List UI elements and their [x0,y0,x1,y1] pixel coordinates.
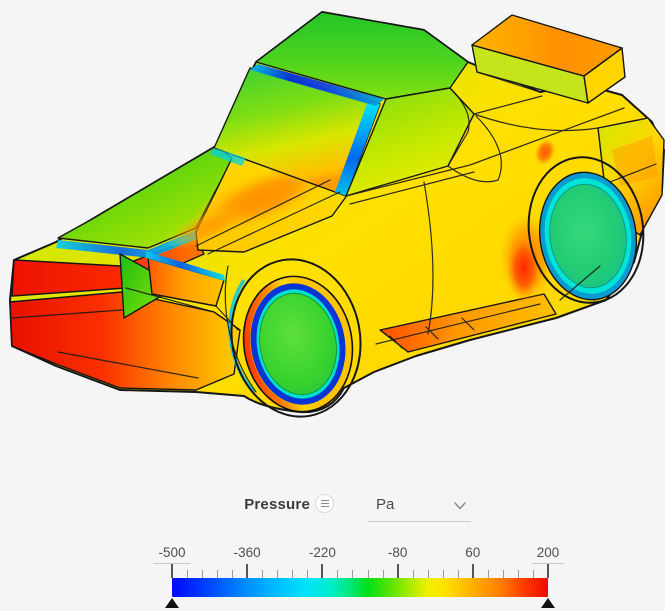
scale-tick-label: 60 [465,545,481,560]
scale-tick [337,570,339,578]
scale-tick [487,570,489,578]
front-wheel-arch [230,258,362,418]
scale-tick [171,564,173,578]
scale-tick [246,564,249,578]
cowl-streak [210,148,246,166]
cad-facet-lines [11,71,657,393]
scale-tick [277,570,279,578]
scale-tick [321,564,324,578]
scale-tick-label[interactable]: 200 [531,545,564,564]
front-wheel [242,275,354,413]
scale-tick-label: -360 [233,545,261,560]
field-label: Pressure [244,496,310,513]
scale-tick-label: -80 [387,545,408,560]
scale-ticks [171,563,549,578]
car-spoiler-top [471,14,623,77]
unit-dropdown[interactable]: Pa [368,491,471,522]
result-legend-header: Pressure Pa [0,494,665,528]
quarter-pressure-spot [507,236,541,300]
rear-wheel [538,171,638,301]
scale-tick [471,564,474,578]
scale-tick [367,570,369,578]
scale-tick [292,570,294,578]
pressure-scale: -500 -360 -220 -80 60 200 [153,545,564,610]
scale-tick [307,570,309,578]
rear-wheel-arch [527,156,645,304]
scale-tick [217,570,219,578]
colorbar[interactable] [172,578,548,597]
scale-tick [457,570,459,578]
roof-edge-streak [250,64,384,106]
scale-tick [187,570,189,578]
legend-menu-icon[interactable] [315,494,334,513]
car-front-fascia [11,237,205,297]
hood-lip-streak [56,230,199,258]
headlight-streak [146,251,225,281]
scale-tick [547,564,549,578]
min-range-handle[interactable] [165,598,179,608]
quarter-pressure-spot-2 [534,138,556,166]
scale-tick-label[interactable]: -500 [153,545,191,564]
scale-tick-label: -220 [308,545,336,560]
scale-tick [262,570,264,578]
scale-tick [396,564,399,578]
car-side-window [345,87,475,197]
car-pressure-contour [9,11,665,418]
scale-tick [232,570,234,578]
scale-tick [382,570,384,578]
max-range-handle[interactable] [541,598,555,608]
scale-tick [517,570,519,578]
scale-tick-labels: -500 -360 -220 -80 60 200 [153,545,564,564]
scale-tick [502,570,504,578]
scale-tick [412,570,414,578]
scale-tick [442,570,444,578]
rear-flap-tint [612,136,658,186]
car-front-bumper [9,291,241,391]
scale-handles [165,597,555,610]
a-pillar-streak [335,101,380,196]
scale-tick [427,570,429,578]
unit-value: Pa [376,496,395,513]
scale-tick [532,570,534,578]
scale-tick [202,570,204,578]
chevron-down-icon [454,502,466,510]
3d-viewport[interactable] [0,0,665,485]
scale-tick [352,570,354,578]
hood-pressure-glow-2 [166,207,246,249]
